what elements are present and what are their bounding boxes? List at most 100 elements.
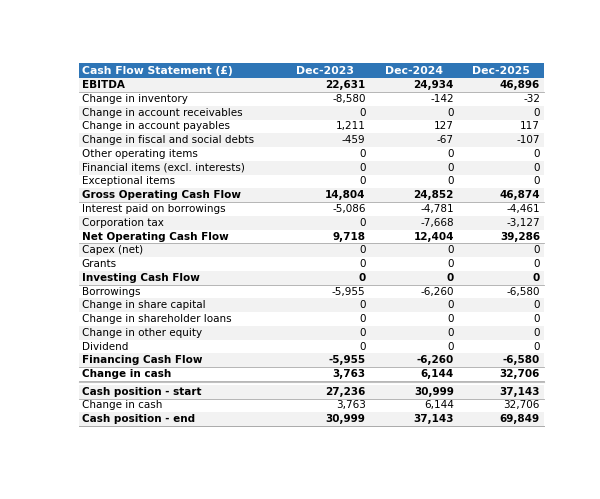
Text: -4,461: -4,461 <box>506 204 540 214</box>
Bar <box>79 120 544 133</box>
Text: 0: 0 <box>533 259 540 269</box>
Text: -6,260: -6,260 <box>417 355 454 365</box>
Text: 14,804: 14,804 <box>325 190 365 200</box>
Text: 30,999: 30,999 <box>414 387 454 397</box>
Text: 0: 0 <box>359 163 365 173</box>
Text: -142: -142 <box>430 94 454 104</box>
Text: 1,211: 1,211 <box>336 121 365 131</box>
Text: 0: 0 <box>448 314 454 324</box>
Text: 0: 0 <box>533 328 540 338</box>
Text: 37,143: 37,143 <box>499 387 540 397</box>
Bar <box>79 326 544 340</box>
Text: 0: 0 <box>533 149 540 159</box>
Text: 6,144: 6,144 <box>421 369 454 379</box>
Bar <box>79 257 544 271</box>
Text: -5,086: -5,086 <box>332 204 365 214</box>
Text: 0: 0 <box>359 246 365 255</box>
Text: 0: 0 <box>359 177 365 187</box>
Text: 0: 0 <box>359 314 365 324</box>
Text: 0: 0 <box>448 259 454 269</box>
Text: Change in shareholder loans: Change in shareholder loans <box>82 314 231 324</box>
Text: 37,143: 37,143 <box>413 414 454 424</box>
Text: Change in share capital: Change in share capital <box>82 300 205 310</box>
Text: 117: 117 <box>520 121 540 131</box>
Text: Financial items (excl. interests): Financial items (excl. interests) <box>82 163 244 173</box>
Text: 30,999: 30,999 <box>326 414 365 424</box>
Bar <box>79 78 544 92</box>
Bar <box>79 147 544 161</box>
Text: 3,763: 3,763 <box>336 400 365 410</box>
Text: 24,934: 24,934 <box>413 80 454 90</box>
Text: 12,404: 12,404 <box>413 232 454 242</box>
Bar <box>79 412 544 426</box>
Text: Dividend: Dividend <box>82 341 128 352</box>
Text: 0: 0 <box>447 273 454 283</box>
Text: 0: 0 <box>359 300 365 310</box>
Text: 24,852: 24,852 <box>413 190 454 200</box>
Text: 0: 0 <box>359 218 365 228</box>
Text: Dec-2025: Dec-2025 <box>472 66 530 76</box>
Text: 6,144: 6,144 <box>424 400 454 410</box>
Text: 9,718: 9,718 <box>332 232 365 242</box>
Bar <box>79 353 544 367</box>
Text: 39,286: 39,286 <box>500 232 540 242</box>
Text: Gross Operating Cash Flow: Gross Operating Cash Flow <box>82 190 241 200</box>
Text: 0: 0 <box>533 300 540 310</box>
Text: 0: 0 <box>359 108 365 118</box>
Text: 69,849: 69,849 <box>500 414 540 424</box>
Text: 32,706: 32,706 <box>500 369 540 379</box>
Text: Corporation tax: Corporation tax <box>82 218 163 228</box>
Text: 0: 0 <box>448 300 454 310</box>
Bar <box>79 92 544 106</box>
Text: -6,260: -6,260 <box>421 286 454 296</box>
Bar <box>79 188 544 202</box>
Text: Exceptional items: Exceptional items <box>82 177 175 187</box>
Text: 0: 0 <box>448 246 454 255</box>
Text: Interest paid on borrowings: Interest paid on borrowings <box>82 204 225 214</box>
Text: Grants: Grants <box>82 259 116 269</box>
Bar <box>79 312 544 326</box>
Text: 0: 0 <box>359 259 365 269</box>
Bar <box>79 298 544 312</box>
Text: -6,580: -6,580 <box>506 286 540 296</box>
Text: 0: 0 <box>448 177 454 187</box>
Text: EBITDA: EBITDA <box>82 80 124 90</box>
Bar <box>79 216 544 230</box>
Text: 0: 0 <box>448 149 454 159</box>
Text: -5,955: -5,955 <box>329 355 365 365</box>
Bar <box>79 271 544 284</box>
Bar <box>79 399 544 412</box>
Text: 46,896: 46,896 <box>500 80 540 90</box>
Bar <box>79 340 544 353</box>
Text: 0: 0 <box>448 341 454 352</box>
Text: 0: 0 <box>533 177 540 187</box>
Text: 32,706: 32,706 <box>503 400 540 410</box>
Text: Change in cash: Change in cash <box>82 400 162 410</box>
Bar <box>79 63 544 78</box>
Text: 0: 0 <box>359 341 365 352</box>
Text: Change in account receivables: Change in account receivables <box>82 108 242 118</box>
Bar <box>79 202 544 216</box>
Text: 0: 0 <box>533 246 540 255</box>
Text: Cash Flow Statement (£): Cash Flow Statement (£) <box>82 66 232 76</box>
Text: 0: 0 <box>448 108 454 118</box>
Text: 27,236: 27,236 <box>325 387 365 397</box>
Text: Net Operating Cash Flow: Net Operating Cash Flow <box>82 232 228 242</box>
Bar <box>79 106 544 120</box>
Text: Dec-2023: Dec-2023 <box>296 66 354 76</box>
Text: Change in other equity: Change in other equity <box>82 328 202 338</box>
Text: Capex (net): Capex (net) <box>82 246 143 255</box>
Text: 46,874: 46,874 <box>499 190 540 200</box>
Text: Dec-2024: Dec-2024 <box>385 66 443 76</box>
Bar <box>79 244 544 257</box>
Text: -459: -459 <box>342 135 365 145</box>
Bar <box>79 284 544 298</box>
Bar <box>79 230 544 244</box>
Text: -107: -107 <box>517 135 540 145</box>
Text: Change in account payables: Change in account payables <box>82 121 230 131</box>
Text: -4,781: -4,781 <box>421 204 454 214</box>
Text: Investing Cash Flow: Investing Cash Flow <box>82 273 199 283</box>
Text: 0: 0 <box>359 149 365 159</box>
Text: 0: 0 <box>533 341 540 352</box>
Text: Change in inventory: Change in inventory <box>82 94 187 104</box>
